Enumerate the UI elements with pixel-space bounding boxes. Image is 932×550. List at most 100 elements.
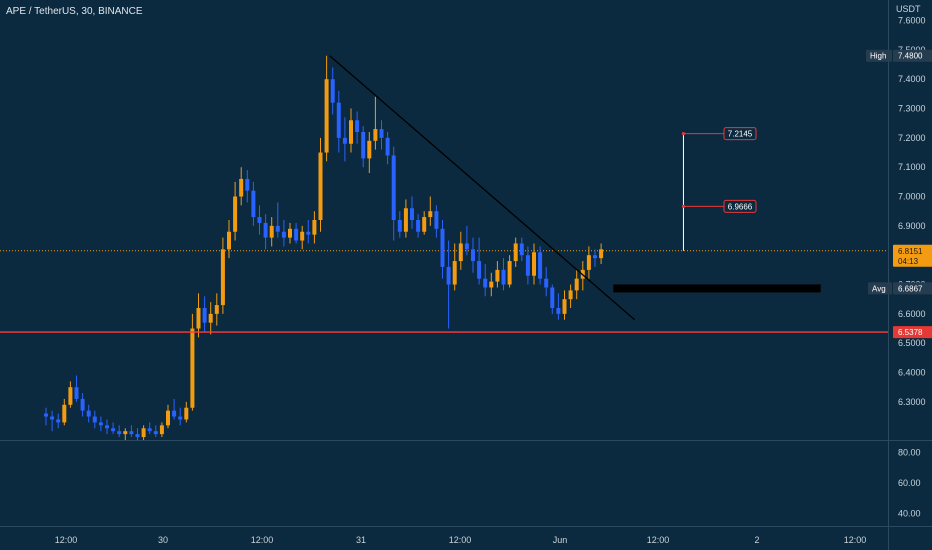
bull-candle	[349, 120, 353, 144]
target-box[interactable]	[723, 127, 757, 141]
bull-candle	[288, 228, 292, 238]
bear-candle	[410, 208, 414, 220]
bull-candle	[184, 407, 189, 420]
bull-candle	[227, 231, 231, 250]
high-price-label: 7.4800	[898, 52, 923, 61]
bull-candle	[324, 79, 329, 153]
bear-candle	[440, 228, 445, 267]
target-markers[interactable]: 7.2145 6.9666	[681, 127, 757, 251]
bull-candle	[513, 243, 518, 262]
bull-candle	[422, 217, 427, 232]
bear-candle	[556, 308, 561, 314]
bull-candle	[489, 281, 494, 288]
y-tick-label: 7.0000	[898, 192, 926, 202]
bear-candle	[251, 190, 256, 218]
bear-candle	[275, 225, 280, 232]
bear-candle	[147, 428, 152, 432]
bear-candle	[336, 102, 341, 138]
bear-candle	[50, 416, 55, 420]
target-label: 7.2145	[728, 130, 753, 139]
bull-candle	[586, 255, 591, 270]
target-box[interactable]	[723, 199, 757, 213]
bull-candle	[300, 231, 305, 241]
avg-tag: Avg 6.6867	[868, 282, 932, 295]
bull-candle	[562, 299, 567, 314]
bear-candle	[56, 419, 61, 423]
bear-candle	[98, 422, 103, 426]
time-axis-ticks: 12:00 30 12:00 31 12:00 Jun 12:00 2 12:00	[55, 535, 867, 545]
y-tick-label: 6.6000	[898, 309, 926, 319]
bull-candle	[599, 249, 604, 259]
bear-candle	[294, 228, 299, 241]
bear-candle	[263, 222, 268, 238]
bull-candle	[159, 425, 164, 435]
y-tick-label: 6.5000	[898, 338, 926, 348]
bear-candle	[416, 220, 421, 232]
bear-candle	[550, 287, 555, 308]
bear-candle	[391, 155, 396, 220]
descending-trendline[interactable]	[329, 55, 636, 321]
bear-candle	[385, 137, 390, 156]
y-tick-label: 7.2000	[898, 133, 926, 143]
bear-candle	[178, 416, 183, 420]
bear-candle	[397, 220, 402, 232]
y-tick-label: 7.4000	[898, 74, 926, 84]
bull-candle	[458, 243, 463, 262]
oscillator-tick-label: 60.00	[898, 478, 921, 488]
bear-candle	[544, 278, 549, 288]
bear-candle	[306, 231, 311, 235]
bear-candle	[342, 137, 347, 144]
bear-candle	[477, 261, 482, 279]
support-zone[interactable]	[613, 284, 821, 293]
y-tick-label: 6.3000	[898, 397, 926, 407]
y-tick-label: 7.1000	[898, 162, 926, 172]
bull-candle	[214, 305, 219, 314]
x-tick-label: 12:00	[647, 535, 670, 545]
current-price-tag: 6.8151 04:13	[893, 244, 932, 267]
bull-candle	[318, 152, 323, 220]
oscillator-axis-ticks: 80.00 60.00 40.00	[898, 447, 921, 518]
x-tick-label: Jun	[553, 535, 568, 545]
x-tick-label: 30	[158, 535, 168, 545]
bull-candle	[68, 387, 73, 405]
bull-candle	[373, 129, 378, 141]
bull-candle	[208, 313, 213, 323]
bull-candle	[495, 269, 500, 282]
bull-candle	[239, 178, 244, 197]
avg-price-label: 6.6867	[898, 284, 923, 293]
bear-candle	[105, 425, 109, 429]
bear-candle	[519, 243, 524, 256]
x-tick-label: 12:00	[844, 535, 867, 545]
target-label: 6.9666	[728, 202, 753, 211]
bear-candle	[464, 243, 469, 250]
bull-candle	[428, 211, 433, 218]
bear-candle	[172, 410, 177, 417]
bear-candle	[379, 129, 384, 138]
bear-candle	[153, 431, 158, 435]
x-tick-label: 12:00	[251, 535, 274, 545]
bull-candle	[403, 208, 408, 232]
bear-candle	[74, 387, 79, 399]
bull-candle	[269, 225, 274, 238]
x-tick-label: 2	[754, 535, 759, 545]
bear-candle	[80, 398, 85, 411]
current-price-label: 6.8151	[898, 247, 923, 256]
bear-candle	[202, 308, 207, 323]
bear-candle	[330, 79, 335, 103]
bull-candle	[190, 328, 195, 408]
oscillator-tick-label: 80.00	[898, 447, 921, 457]
bear-candle	[44, 413, 48, 417]
support-price-tag: 6.5378	[893, 326, 932, 339]
bear-candle	[593, 255, 597, 259]
y-tick-label: 7.6000	[898, 16, 926, 26]
bull-candle	[166, 410, 170, 426]
oscillator-tick-label: 40.00	[898, 509, 921, 519]
bear-candle	[361, 132, 366, 159]
bear-candle	[355, 120, 360, 132]
x-tick-label: 12:00	[449, 535, 472, 545]
candles	[44, 55, 604, 440]
bear-candle	[245, 178, 250, 191]
